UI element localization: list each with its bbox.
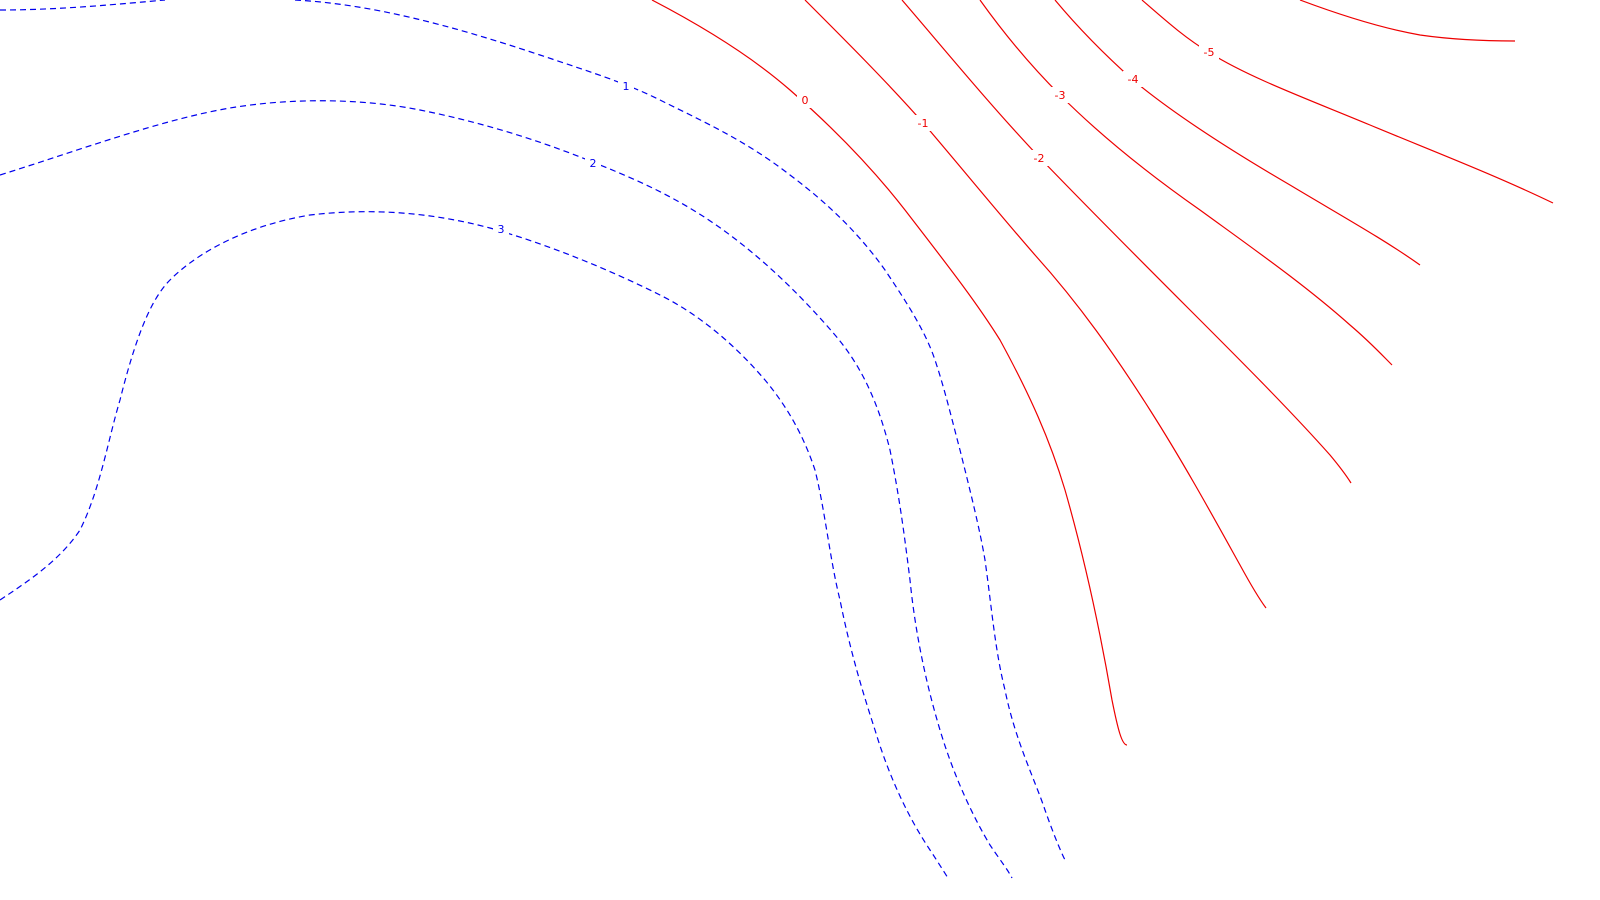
contour-level-neg3: -3 (979, 0, 1393, 366)
contour-line-neg3 (979, 0, 1393, 366)
contour-line-3 (0, 211, 949, 879)
contour-label-bg-neg3 (1050, 87, 1070, 103)
contour-level-neg1: -1 (804, 0, 1267, 609)
contour-label-bg-0 (797, 92, 813, 108)
contour-level-3: 3 (0, 211, 949, 879)
contour-label-bg-1 (618, 78, 634, 94)
contour-label-0: 0 (802, 94, 809, 107)
contour-line-neg5 (1141, 0, 1554, 204)
contour-line-neg-partial (1299, 0, 1516, 42)
contour-line-neg2 (901, 0, 1352, 484)
contour-level-neg5: -5 (1141, 0, 1554, 204)
contour-level-neg-partial (1299, 0, 1516, 42)
contour-label-neg1: -1 (918, 117, 929, 130)
contour-line-1 (0, 0, 1066, 861)
contour-level-2: 2 (0, 100, 1013, 879)
contour-label-3: 3 (498, 223, 505, 236)
contour-label-bg-3 (493, 221, 509, 237)
contour-label-bg-neg5 (1199, 44, 1219, 60)
contour-label-bg-neg2 (1029, 150, 1049, 166)
contour-line-neg1 (804, 0, 1267, 609)
contour-level-1: 1 (0, 0, 1066, 861)
contour-line-0 (651, 0, 1128, 746)
contour-label-bg-neg4 (1123, 71, 1143, 87)
contour-label-1: 1 (623, 80, 630, 93)
contour-label-2: 2 (590, 157, 597, 170)
contour-label-neg3: -3 (1055, 89, 1066, 102)
contour-label-neg2: -2 (1034, 152, 1045, 165)
contour-level-neg2: -2 (901, 0, 1352, 484)
contour-line-2 (0, 100, 1013, 879)
contour-label-bg-neg1 (913, 115, 933, 131)
contour-label-bg-2 (585, 155, 601, 171)
contour-level-neg4: -4 (1054, 0, 1421, 266)
contour-label-neg5: -5 (1204, 46, 1215, 59)
contour-level-0: 0 (651, 0, 1128, 746)
contour-label-neg4: -4 (1128, 73, 1139, 86)
contour-line-neg4 (1054, 0, 1421, 266)
